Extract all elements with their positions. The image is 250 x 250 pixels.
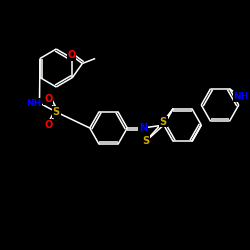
Text: S: S: [53, 107, 60, 117]
Text: O: O: [44, 94, 52, 104]
Text: O: O: [67, 50, 76, 60]
Text: NH: NH: [26, 98, 41, 108]
Text: N: N: [139, 123, 147, 133]
Text: S: S: [142, 136, 150, 146]
Text: O: O: [44, 120, 52, 130]
Text: NH: NH: [234, 92, 249, 101]
Text: S: S: [160, 116, 167, 126]
